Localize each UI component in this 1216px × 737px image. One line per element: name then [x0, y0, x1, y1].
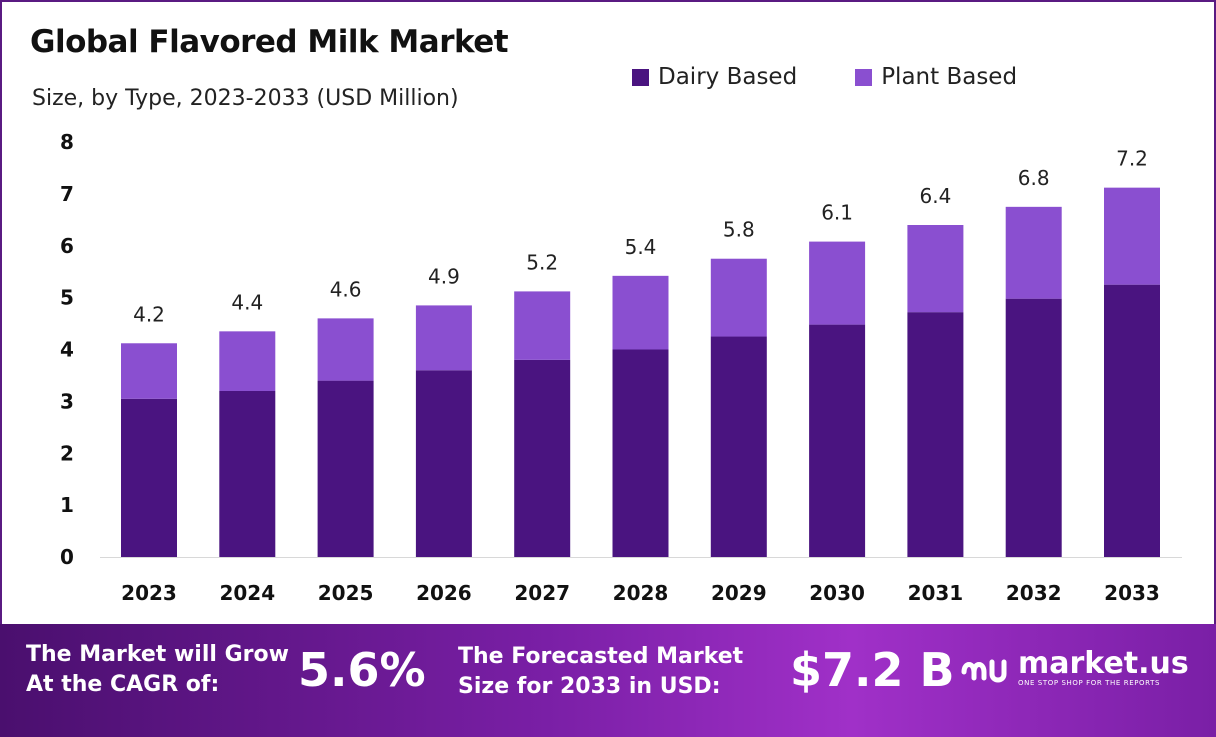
bar-plant-based	[907, 225, 964, 313]
bar-total-label: 4.4	[231, 290, 263, 314]
bar-dairy-based	[710, 336, 767, 557]
y-tick-label: 6	[60, 234, 74, 258]
bar-plant-based	[219, 331, 276, 391]
y-tick-label: 1	[60, 493, 74, 517]
x-tick-label: 2026	[416, 581, 472, 605]
bar-dairy-based	[809, 324, 866, 557]
bar-chart: 0 1 2 3 4 5 6 7 8 4.2 2023 4.4 2024 4.6 2025 4.9 2026 5.2…	[60, 130, 1182, 605]
bar-dairy-based	[1005, 298, 1062, 557]
y-tick-label: 7	[60, 182, 74, 206]
y-tick-label: 8	[60, 130, 74, 154]
bar-total-label: 6.4	[919, 184, 951, 208]
bar-plant-based	[1005, 206, 1062, 299]
bar-plant-based	[121, 343, 177, 399]
bar-total-label: 6.8	[1018, 166, 1050, 190]
bar-total-label: 4.6	[330, 277, 362, 301]
bar-total-label: 7.2	[1116, 147, 1148, 171]
bar-plant-based	[415, 305, 472, 371]
x-tick-label: 2028	[613, 581, 669, 605]
bar-total-label: 5.2	[526, 250, 558, 274]
x-tick-label: 2025	[318, 581, 374, 605]
cagr-value: 5.6%	[298, 643, 426, 697]
chart-title: Global Flavored Milk Market	[30, 24, 509, 60]
y-tick-label: 0	[60, 545, 74, 569]
bar-dairy-based	[907, 312, 964, 557]
x-tick-label: 2030	[809, 581, 865, 605]
bar-dairy-based	[219, 391, 276, 557]
brand-name: market.us	[1018, 646, 1189, 681]
y-tick-label: 3	[60, 389, 74, 413]
bar-dairy-based	[415, 370, 472, 557]
x-tick-label: 2027	[514, 581, 570, 605]
bar-dairy-based	[1104, 284, 1160, 557]
x-tick-label: 2023	[121, 581, 177, 605]
summary-banner	[0, 624, 1216, 737]
legend-item-dairy: Dairy Based	[632, 64, 797, 90]
cagr-label-line2: At the CAGR of:	[26, 672, 220, 697]
forecast-label-line1: The Forecasted Market	[458, 644, 744, 669]
market-us-logo-icon	[961, 659, 1007, 683]
chart-subtitle: Size, by Type, 2023-2033 (USD Million)	[32, 86, 459, 111]
x-tick-label: 2024	[219, 581, 275, 605]
x-tick-label: 2032	[1006, 581, 1062, 605]
legend: Dairy Based Plant Based	[632, 64, 1075, 90]
bar-plant-based	[809, 241, 866, 325]
y-tick-label: 5	[60, 286, 74, 310]
y-tick-label: 2	[60, 441, 74, 465]
cagr-label: The Market will Grow At the CAGR of:	[26, 640, 289, 700]
x-tick-label: 2031	[908, 581, 964, 605]
brand-tagline: ONE STOP SHOP FOR THE REPORTS	[1018, 679, 1161, 687]
bar-dairy-based	[121, 398, 177, 557]
x-tick-label: 2033	[1104, 581, 1160, 605]
legend-item-plant: Plant Based	[855, 64, 1017, 90]
bar-total-label: 4.2	[133, 302, 165, 326]
bar-plant-based	[514, 291, 571, 360]
bar-total-label: 4.9	[428, 264, 460, 288]
bar-total-label: 6.1	[821, 201, 853, 225]
bar-plant-based	[317, 318, 374, 381]
cagr-label-line1: The Market will Grow	[26, 642, 289, 667]
x-tick-label: 2029	[711, 581, 767, 605]
bar-total-label: 5.8	[723, 218, 755, 242]
brand-logo: market.us ONE STOP SHOP FOR THE REPORTS	[960, 648, 1189, 688]
bar-plant-based	[710, 258, 767, 337]
bar-dairy-based	[317, 380, 374, 557]
bar-dairy-based	[514, 359, 571, 557]
legend-label-plant: Plant Based	[881, 64, 1018, 90]
legend-swatch-plant	[855, 68, 873, 86]
legend-label-dairy: Dairy Based	[658, 64, 798, 90]
bar-total-label: 5.4	[625, 235, 657, 259]
y-tick-label: 4	[60, 338, 74, 362]
forecast-label-line2: Size for 2033 in USD:	[458, 674, 721, 699]
bar-dairy-based	[612, 349, 669, 557]
forecast-value: $7.2 B	[790, 643, 955, 697]
bar-plant-based	[612, 275, 669, 350]
legend-swatch-dairy	[632, 68, 649, 86]
bar-plant-based	[1104, 187, 1160, 285]
forecast-label: The Forecasted Market Size for 2033 in U…	[458, 642, 743, 702]
